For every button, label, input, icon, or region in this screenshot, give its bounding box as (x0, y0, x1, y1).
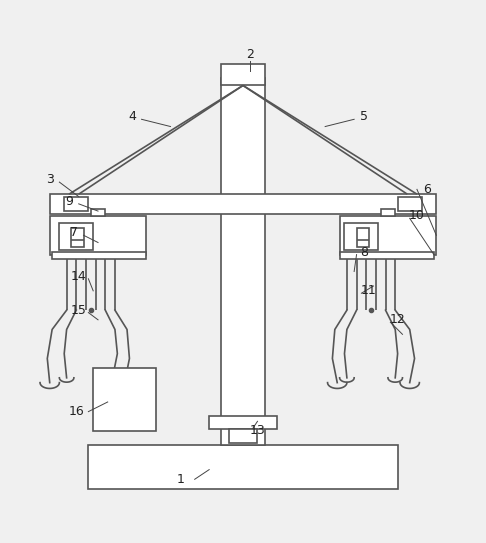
FancyBboxPatch shape (50, 194, 436, 213)
FancyBboxPatch shape (91, 209, 105, 216)
Text: 5: 5 (360, 110, 368, 123)
FancyBboxPatch shape (340, 252, 434, 260)
FancyBboxPatch shape (59, 223, 93, 250)
Text: 11: 11 (361, 285, 377, 298)
FancyBboxPatch shape (381, 209, 395, 216)
FancyBboxPatch shape (52, 252, 146, 260)
Text: 9: 9 (65, 195, 73, 208)
Text: 15: 15 (71, 304, 87, 317)
Text: 7: 7 (70, 226, 78, 239)
FancyBboxPatch shape (357, 228, 369, 248)
FancyBboxPatch shape (228, 428, 258, 443)
FancyBboxPatch shape (221, 78, 265, 445)
FancyBboxPatch shape (64, 197, 88, 211)
Text: 12: 12 (390, 313, 405, 326)
Text: 16: 16 (69, 405, 84, 418)
Text: 10: 10 (409, 210, 425, 223)
Text: 2: 2 (246, 48, 254, 61)
Text: 6: 6 (423, 183, 431, 196)
FancyBboxPatch shape (93, 368, 156, 431)
Text: 8: 8 (360, 245, 368, 258)
Text: 3: 3 (46, 173, 53, 186)
FancyBboxPatch shape (209, 416, 277, 428)
FancyBboxPatch shape (340, 216, 436, 255)
Text: 1: 1 (176, 473, 184, 486)
FancyBboxPatch shape (221, 64, 265, 85)
FancyBboxPatch shape (345, 223, 378, 250)
FancyBboxPatch shape (88, 445, 398, 489)
Text: 4: 4 (128, 110, 136, 123)
FancyBboxPatch shape (71, 228, 84, 248)
Text: 14: 14 (71, 270, 87, 283)
FancyBboxPatch shape (398, 197, 422, 211)
Text: 13: 13 (250, 425, 265, 438)
FancyBboxPatch shape (50, 216, 146, 255)
